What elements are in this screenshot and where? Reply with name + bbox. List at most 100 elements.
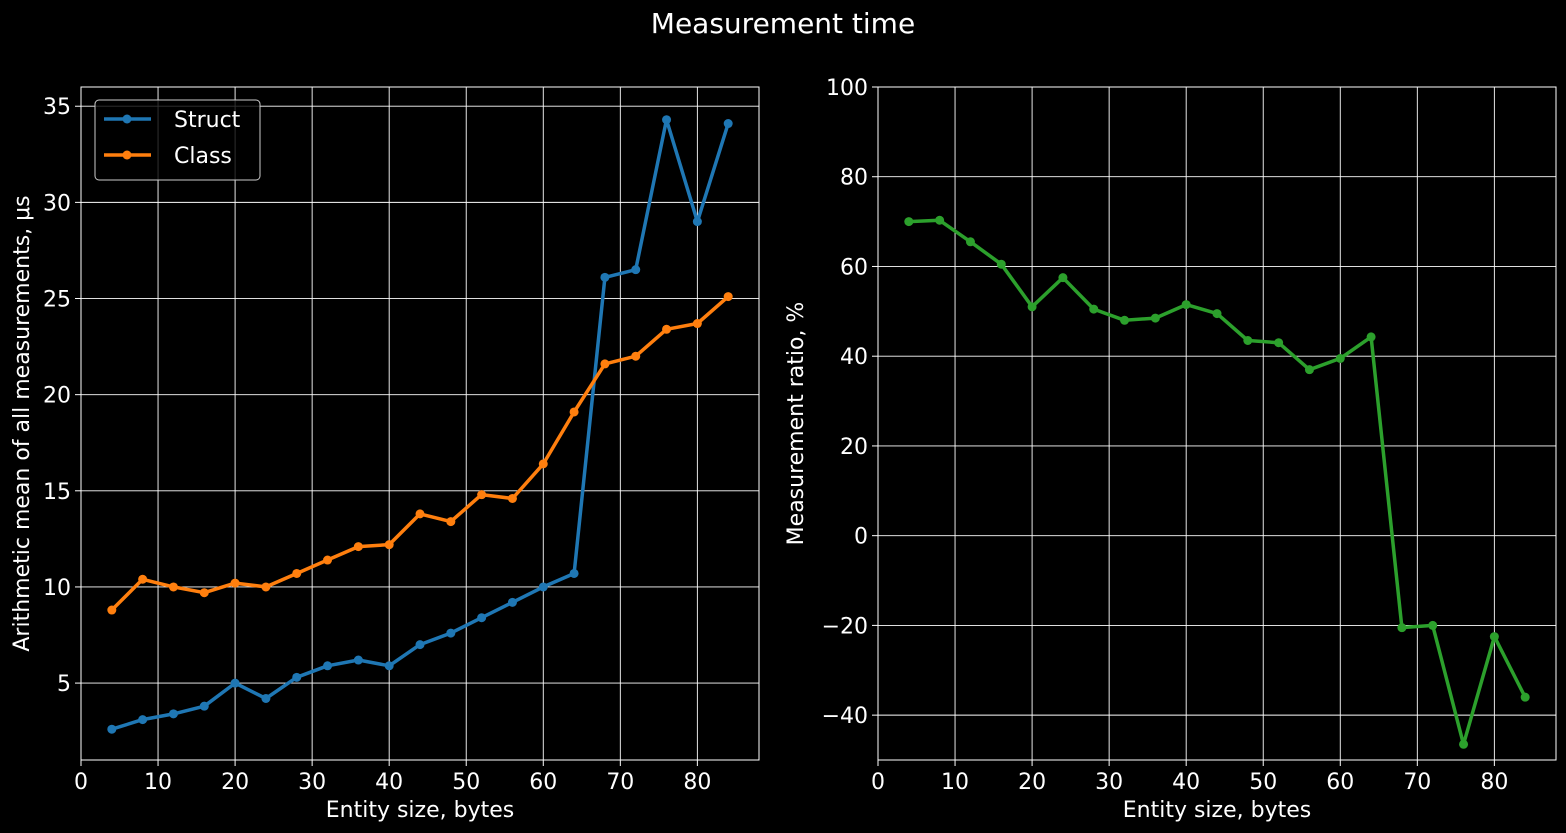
data-point xyxy=(384,661,394,671)
data-point xyxy=(261,693,271,703)
data-point xyxy=(138,715,148,725)
data-point xyxy=(1428,620,1438,630)
x-tick-label: 40 xyxy=(1172,770,1200,795)
legend: Struct Class xyxy=(94,99,261,181)
data-point xyxy=(1520,692,1530,702)
axes-frame xyxy=(80,86,760,761)
ratio-chart: 0 10 20 30 40 50 60 70 80 −40 −20 0 20 40 60 80 100 Entit… xyxy=(784,76,1557,823)
x-tick-label: 70 xyxy=(1403,770,1431,795)
data-point xyxy=(507,597,517,607)
data-point xyxy=(569,407,579,417)
data-point xyxy=(168,709,178,719)
figure-title: Measurement time xyxy=(651,7,915,40)
x-tick-label: 80 xyxy=(1480,770,1508,795)
x-tick-label: 30 xyxy=(298,770,326,795)
data-point xyxy=(723,119,733,129)
data-point xyxy=(1335,353,1345,363)
data-point xyxy=(168,582,178,592)
x-tick-label: 60 xyxy=(529,770,557,795)
data-point xyxy=(446,517,456,527)
data-point xyxy=(1243,335,1253,345)
y-tick-label: 0 xyxy=(854,525,868,550)
data-point xyxy=(1150,313,1160,323)
data-point xyxy=(662,324,672,334)
x-tick-label: 70 xyxy=(606,770,634,795)
x-tick-label: 20 xyxy=(1018,770,1046,795)
data-point xyxy=(904,217,914,227)
data-point xyxy=(692,319,702,329)
y-tick-label: 25 xyxy=(43,288,71,313)
y-tick-label: 30 xyxy=(43,191,71,216)
y-tick-label: −40 xyxy=(822,704,868,729)
x-tick-label: 30 xyxy=(1095,770,1123,795)
data-point xyxy=(1274,338,1284,348)
data-point xyxy=(477,613,487,623)
data-point xyxy=(692,217,702,227)
x-tick-label: 10 xyxy=(144,770,172,795)
y-tick-label: 10 xyxy=(43,576,71,601)
x-tick-label: 0 xyxy=(74,770,88,795)
data-point xyxy=(723,292,733,302)
data-point xyxy=(292,672,302,682)
data-point xyxy=(323,555,333,565)
x-tick-label: 50 xyxy=(1249,770,1277,795)
y-tick-label: 80 xyxy=(840,166,868,191)
data-point xyxy=(353,542,363,552)
data-point xyxy=(1459,739,1469,749)
data-point xyxy=(1489,632,1499,642)
legend-swatch-marker xyxy=(122,114,132,124)
data-point xyxy=(415,640,425,650)
data-point xyxy=(446,628,456,638)
x-tick-label: 10 xyxy=(941,770,969,795)
data-point xyxy=(1058,273,1068,283)
data-point xyxy=(1089,304,1099,314)
y-tick-label: 20 xyxy=(43,384,71,409)
data-point xyxy=(138,574,148,584)
data-point xyxy=(415,509,425,519)
x-tick-label: 50 xyxy=(452,770,480,795)
data-point xyxy=(107,605,117,615)
data-point xyxy=(292,568,302,578)
x-tick-label: 20 xyxy=(221,770,249,795)
data-point xyxy=(507,493,517,503)
data-point xyxy=(538,459,548,469)
data-point xyxy=(1181,300,1191,310)
x-tick-label: 60 xyxy=(1326,770,1354,795)
data-point xyxy=(538,582,548,592)
y-tick-label: 15 xyxy=(43,480,71,505)
y-tick-label: −20 xyxy=(822,614,868,639)
data-point xyxy=(631,265,641,275)
legend-swatch-marker xyxy=(122,150,132,160)
y-tick-label: 5 xyxy=(57,672,71,697)
x-axis-label: Entity size, bytes xyxy=(1123,798,1311,823)
data-point xyxy=(230,578,240,588)
x-axis-label: Entity size, bytes xyxy=(326,798,514,823)
data-point xyxy=(662,115,672,125)
data-point xyxy=(477,490,487,500)
data-point xyxy=(1397,623,1407,633)
data-point xyxy=(600,359,610,369)
data-point xyxy=(323,661,333,671)
legend-entry-label: Struct xyxy=(174,108,241,133)
x-tick-label: 0 xyxy=(871,770,885,795)
data-point xyxy=(1366,332,1376,342)
time-chart: 0 10 20 30 40 50 60 70 80 5 10 15 20 25 30 35 Entity siz… xyxy=(10,86,760,823)
data-point xyxy=(965,237,975,247)
data-point xyxy=(935,215,945,225)
data-point xyxy=(631,351,641,361)
data-point xyxy=(1304,365,1314,375)
data-point xyxy=(107,724,117,734)
x-tick-label: 40 xyxy=(375,770,403,795)
data-point xyxy=(1027,302,1037,312)
data-point xyxy=(569,568,579,578)
data-point xyxy=(600,272,610,282)
data-point xyxy=(199,701,209,711)
data-point xyxy=(353,655,363,665)
y-tick-label: 40 xyxy=(840,345,868,370)
y-axis-label: Measurement ratio, % xyxy=(784,302,809,546)
y-tick-label: 35 xyxy=(43,95,71,120)
y-tick-label: 20 xyxy=(840,435,868,460)
y-axis-label: Arithmetic mean of all measurements, μs xyxy=(10,195,35,651)
data-point xyxy=(1120,315,1130,325)
